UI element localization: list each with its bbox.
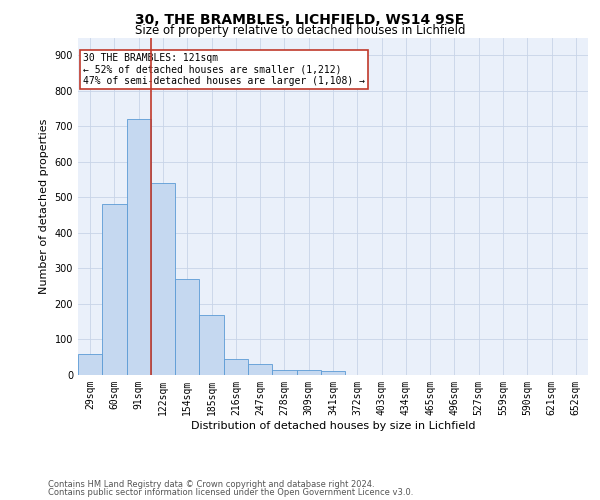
Text: 30 THE BRAMBLES: 121sqm
← 52% of detached houses are smaller (1,212)
47% of semi: 30 THE BRAMBLES: 121sqm ← 52% of detache… (83, 52, 365, 86)
Bar (175, 279, 199, 375)
Bar (248, 364, 272, 375)
Bar (272, 370, 296, 375)
Y-axis label: Number of detached properties: Number of detached properties (39, 118, 49, 294)
Bar (151, 183, 175, 375)
Text: Contains public sector information licensed under the Open Government Licence v3: Contains public sector information licen… (48, 488, 413, 497)
Bar (127, 119, 151, 375)
Bar (102, 204, 127, 375)
Bar (321, 372, 345, 375)
Bar (199, 314, 224, 375)
Text: Contains HM Land Registry data © Crown copyright and database right 2024.: Contains HM Land Registry data © Crown c… (48, 480, 374, 489)
Text: 30, THE BRAMBLES, LICHFIELD, WS14 9SE: 30, THE BRAMBLES, LICHFIELD, WS14 9SE (136, 12, 464, 26)
Bar (296, 370, 321, 375)
X-axis label: Distribution of detached houses by size in Lichfield: Distribution of detached houses by size … (191, 420, 475, 430)
Text: Size of property relative to detached houses in Lichfield: Size of property relative to detached ho… (135, 24, 465, 37)
Bar (224, 359, 248, 375)
Bar (78, 354, 102, 375)
